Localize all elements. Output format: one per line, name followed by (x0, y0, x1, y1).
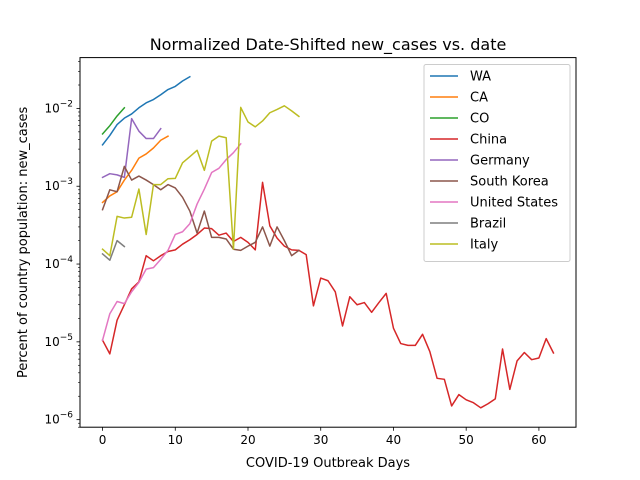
legend-label-ca: CA (470, 91, 488, 106)
legend-label-united-states: United States (470, 196, 558, 211)
series-line-wa (101, 75, 191, 146)
legend-label-china: China (470, 133, 507, 148)
y-axis-label: Percent of country population: new_cases (16, 107, 31, 379)
series-line-italy (101, 105, 300, 257)
y-tick-label: 10−6 (44, 411, 73, 427)
x-axis: 0 10 20 30 40 50 60 (99, 427, 547, 447)
legend-label-brazil: Brazil (470, 217, 506, 232)
x-tick-label: 50 (459, 433, 474, 447)
legend-label-germany: Germany (470, 154, 530, 169)
y-tick-label: 10−4 (44, 255, 73, 271)
x-tick-label: 30 (313, 433, 328, 447)
y-axis: 10−6 10−5 10−4 10−3 10−2 (44, 61, 80, 428)
x-tick-label: 20 (240, 433, 255, 447)
legend-box (423, 64, 571, 262)
series-line-germany (101, 117, 162, 179)
legend: WA CA CO China Germany South Korea United Stat… (423, 64, 571, 262)
legend-label-italy: Italy (470, 238, 499, 253)
plot-area-frame (79, 57, 577, 428)
series-line-south-korea (101, 165, 300, 257)
series-line-ca (101, 135, 170, 204)
series-line-united-states (101, 142, 242, 342)
chart-title: Normalized Date-Shifted new_cases vs. da… (150, 35, 507, 55)
series-line-brazil (101, 239, 126, 261)
x-tick-label: 40 (386, 433, 401, 447)
x-axis-label: COVID-19 Outbreak Days (246, 456, 410, 471)
y-tick-label: 10−2 (44, 99, 73, 115)
x-tick-label: 60 (531, 433, 546, 447)
y-tick-label: 10−5 (44, 333, 73, 349)
series-line-co (101, 106, 126, 135)
legend-label-wa: WA (470, 70, 491, 85)
x-tick-label: 10 (168, 433, 183, 447)
legend-label-south-korea: South Korea (470, 175, 549, 190)
legend-label-co: CO (470, 112, 489, 127)
y-tick-label: 10−3 (44, 177, 73, 193)
series-line-china (101, 181, 555, 409)
x-tick-label: 0 (99, 433, 107, 447)
